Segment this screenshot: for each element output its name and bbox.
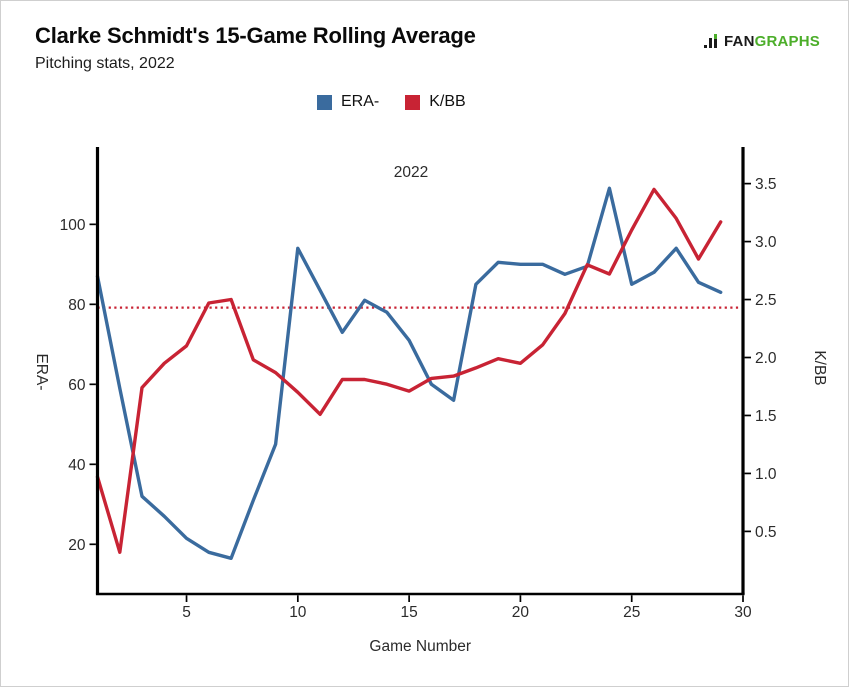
right-axis-tick-label: 1.5 <box>755 408 777 425</box>
right-axis-tick-label: 3.5 <box>755 176 777 193</box>
x-axis-tick-label: 5 <box>182 604 191 621</box>
right-axis-tick-label: 1.0 <box>755 466 777 483</box>
legend-label-kbb: K/BB <box>429 93 466 110</box>
series-line-era <box>95 186 723 560</box>
legend-label-era: ERA- <box>341 93 380 110</box>
legend-item-kbb: K/BB <box>405 93 466 111</box>
left-axis-tick-label: 20 <box>68 537 86 554</box>
fangraphs-logo: FANGRAPHS <box>704 32 820 50</box>
x-axis-tick-label: 20 <box>512 604 530 621</box>
legend-item-era: ERA- <box>317 93 379 111</box>
left-axis-tick-label: 100 <box>60 217 86 234</box>
x-axis-tick-label: 15 <box>400 604 417 621</box>
x-axis-tick-label: 10 <box>289 604 307 621</box>
x-axis-tick-label: 30 <box>734 604 752 621</box>
fangraphs-logo-text: FANGRAPHS <box>724 33 820 50</box>
left-axis-tick-label: 80 <box>68 297 86 314</box>
right-axis-title: K/BB <box>811 350 828 385</box>
legend-swatch-era <box>317 94 332 110</box>
season-annotation: 2022 <box>394 164 428 181</box>
chart-subtitle: Pitching stats, 2022 <box>35 55 175 72</box>
right-axis-tick-label: 2.0 <box>755 350 777 367</box>
left-axis-title: ERA- <box>33 353 50 390</box>
chart-legend: ERA- K/BB <box>317 93 466 111</box>
fangraphs-logo-graphs: GRAPHS <box>754 32 820 50</box>
right-axis-tick-label: 0.5 <box>755 524 777 541</box>
legend-swatch-kbb <box>405 94 421 110</box>
chart-title: Clarke Schmidt's 15-Game Rolling Average <box>35 23 476 48</box>
left-axis-tick-label: 40 <box>68 457 86 474</box>
fangraphs-bars-icon <box>704 34 718 48</box>
fangraphs-logo-fan: FAN <box>724 32 755 50</box>
left-axis-tick-label: 60 <box>68 377 86 394</box>
x-axis-tick-label: 25 <box>623 604 640 621</box>
right-axis-tick-label: 3.0 <box>755 234 777 251</box>
x-axis-title: Game Number <box>369 638 471 655</box>
right-axis-tick-label: 2.5 <box>755 292 777 309</box>
series-line-kbb <box>95 187 723 554</box>
